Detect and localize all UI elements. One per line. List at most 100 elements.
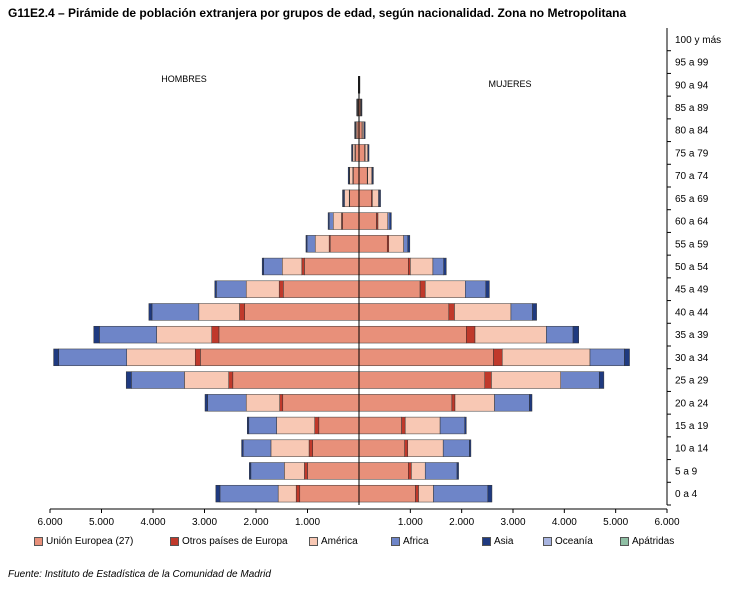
age-label-7: 35 a 39: [675, 330, 709, 341]
value-tick-label-2: 4.000: [140, 517, 165, 528]
age-label-17: 85 a 89: [675, 103, 709, 114]
bar-male-2-3: [242, 439, 272, 457]
legend-item-2: América: [309, 536, 358, 547]
bar-male-3-3: [248, 416, 277, 435]
value-tick-label-3: 3.000: [192, 517, 217, 528]
bar-female-1-0: [358, 462, 409, 480]
legend-swatch-2: [309, 537, 318, 546]
bar-male-2-2: [270, 439, 310, 457]
value-tick-label-0: 6.000: [37, 517, 62, 528]
bar-male-12-2: [333, 212, 342, 230]
label-mujeres: MUJERES: [488, 79, 531, 89]
bar-female-15-2: [364, 144, 368, 162]
age-label-15: 75 a 79: [675, 148, 709, 159]
bar-male-7-0: [218, 325, 360, 344]
bar-female-0-3: [433, 484, 489, 503]
bar-male-17-4: [356, 98, 358, 117]
bar-male-5-2: [184, 371, 229, 389]
age-label-10: 50 a 54: [675, 262, 709, 273]
age-label-5: 25 a 29: [675, 376, 709, 387]
bar-female-3-0: [358, 416, 402, 435]
bar-female-3-1: [401, 416, 406, 435]
age-label-8: 40 a 44: [675, 307, 709, 318]
bar-female-1-4: [456, 462, 459, 480]
bar-male-1-2: [284, 462, 305, 480]
bar-male-0-0: [299, 484, 360, 503]
bar-female-12-0: [358, 212, 377, 230]
bar-male-15-0: [355, 144, 360, 162]
bar-female-0-4: [487, 484, 493, 503]
bar-male-8-4: [148, 303, 153, 321]
bar-female-8-0: [358, 303, 450, 321]
bar-male-8-2: [198, 303, 240, 321]
bar-male-13-0: [349, 189, 360, 208]
bar-female-0-1: [415, 484, 419, 503]
bar-female-11-0: [358, 235, 388, 253]
bar-female-10-4: [443, 257, 447, 276]
value-tick-label-4: 2.000: [243, 517, 268, 528]
bar-male-11-3: [306, 235, 316, 253]
legend-label-2: América: [321, 536, 358, 547]
bar-female-8-2: [454, 303, 512, 321]
age-label-16: 80 a 84: [675, 126, 709, 137]
bar-female-13-2: [372, 189, 379, 208]
bar-female-6-4: [624, 348, 630, 367]
bar-male-7-2: [156, 325, 212, 344]
bar-female-4-2: [454, 394, 495, 412]
legend-label-5: Oceanía: [555, 536, 593, 547]
bar-female-10-3: [432, 257, 444, 276]
bar-male-10-1: [301, 257, 305, 276]
bar-female-4-3: [494, 394, 530, 412]
bar-male-6-4: [53, 348, 60, 367]
bar-male-0-3: [219, 484, 279, 503]
value-tick-label-5: 1.000: [295, 517, 320, 528]
bar-female-4-4: [529, 394, 533, 412]
bar-female-5-2: [491, 371, 561, 389]
value-tick-label-6: 1.000: [398, 517, 423, 528]
bar-male-14-2: [349, 166, 354, 185]
bar-female-11-2: [388, 235, 404, 253]
legend-item-1: Otros países de Europa: [170, 536, 288, 547]
bar-male-4-2: [245, 394, 280, 412]
bar-male-3-1: [314, 416, 320, 435]
bar-male-2-4: [241, 439, 244, 457]
bar-male-9-0: [283, 280, 360, 298]
bar-female-5-4: [598, 371, 605, 389]
legend-swatch-0: [34, 537, 43, 546]
bar-male-14-4: [347, 166, 350, 185]
bar-male-11-4: [305, 235, 308, 253]
legend-swatch-6: [620, 537, 629, 546]
bar-female-7-4: [572, 325, 579, 344]
bar-female-16-4: [363, 121, 366, 139]
bar-female-10-2: [410, 257, 434, 276]
legend-swatch-3: [391, 537, 400, 546]
value-tick-label-10: 5.000: [603, 517, 628, 528]
bar-male-6-1: [194, 348, 201, 367]
bar-male-10-3: [263, 257, 283, 276]
bar-female-12-4: [389, 212, 392, 230]
bar-female-3-2: [404, 416, 441, 435]
bar-male-1-4: [249, 462, 252, 480]
value-tick-label-9: 4.000: [552, 517, 577, 528]
bar-female-0-2: [418, 484, 434, 503]
bar-female-13-4: [379, 189, 381, 208]
age-label-12: 60 a 64: [675, 217, 709, 228]
bar-male-9-2: [245, 280, 280, 298]
bar-male-5-1: [228, 371, 234, 389]
bar-male-6-0: [200, 348, 360, 367]
legend-item-4: Asia: [482, 536, 513, 547]
bar-female-1-3: [424, 462, 458, 480]
bar-female-10-1: [408, 257, 411, 276]
bar-male-3-4: [246, 416, 250, 435]
legend-swatch-1: [170, 537, 179, 546]
bar-female-2-3: [442, 439, 470, 457]
bar-female-7-0: [358, 325, 467, 344]
bar-male-8-0: [244, 303, 360, 321]
bar-male-5-4: [125, 371, 132, 389]
bar-male-6-2: [126, 348, 196, 367]
bar-female-5-1: [484, 371, 492, 389]
bar-female-8-1: [448, 303, 455, 321]
bar-male-6-3: [58, 348, 127, 367]
bar-female-8-4: [532, 303, 537, 321]
chart-title: G11E2.4 – Pirámide de población extranje…: [8, 6, 627, 20]
